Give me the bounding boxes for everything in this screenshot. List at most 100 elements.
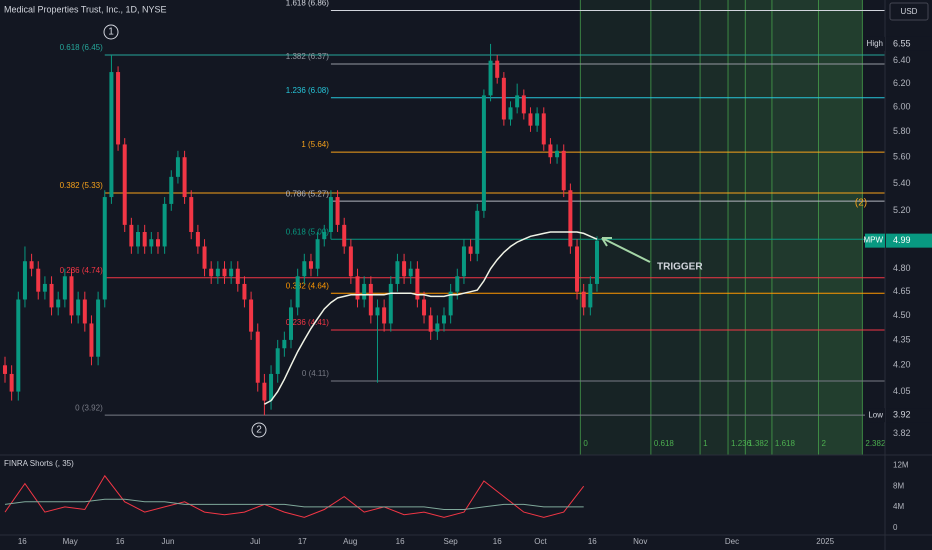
candle-body [355, 276, 360, 300]
shorts-line [4, 498, 584, 510]
y-tick-label: 4.20 [893, 360, 911, 370]
candle-body [581, 291, 586, 308]
chart-title: Medical Properties Trust, Inc., 1D, NYSE [4, 4, 167, 14]
time-fib-label: 2 [821, 439, 826, 448]
y-tick-label: 4.35 [893, 334, 911, 344]
candle-body [229, 268, 234, 277]
y-tick-label: 5.60 [893, 152, 911, 162]
candle-body [56, 299, 61, 308]
candle-body [335, 197, 340, 225]
candle-body [89, 323, 94, 357]
y-tick-label: 4.65 [893, 286, 911, 296]
time-fib-label: 0.618 [654, 439, 675, 448]
candle-body [209, 268, 214, 277]
candle-body [555, 150, 560, 158]
candle-body [435, 323, 440, 332]
price-tag-name: Low [868, 410, 883, 419]
candle-body [488, 60, 493, 96]
candle-body [368, 283, 373, 316]
candle-body [76, 299, 81, 316]
candle-body [448, 291, 453, 316]
candle-body [136, 231, 141, 247]
x-tick-label: 2025 [816, 537, 834, 546]
candle-body [428, 315, 433, 332]
candle-body [461, 246, 466, 277]
wave-label: 1 [108, 27, 114, 38]
candle-body [182, 157, 187, 198]
candle-body [495, 60, 500, 78]
x-tick-label: Jun [162, 537, 175, 546]
candle-body [9, 373, 14, 392]
x-tick-label: Aug [343, 537, 357, 546]
candle-body [388, 283, 393, 324]
price-tag-name: High [867, 39, 883, 48]
candle-body [116, 72, 121, 145]
candle-body [441, 315, 446, 324]
candle-body [302, 261, 307, 277]
candle-body [162, 203, 167, 247]
trigger-arrow [601, 237, 651, 263]
candle-body [594, 240, 599, 284]
candle-body [249, 299, 254, 332]
candle-body [375, 307, 380, 316]
time-fib-label: 1.618 [775, 439, 796, 448]
x-tick-label: Sep [444, 537, 459, 546]
indicator-tick-label: 0 [893, 523, 898, 532]
candle-body [149, 239, 154, 247]
candle-body [255, 331, 260, 383]
fib-label: 0.786 (5.27) [286, 189, 329, 198]
candle-body [322, 231, 327, 240]
candle-body [362, 283, 367, 300]
candle-body [155, 239, 160, 247]
x-tick-label: Nov [633, 537, 647, 546]
candle-body [588, 283, 593, 308]
candle-body [49, 283, 54, 308]
x-tick-label: Jul [250, 537, 260, 546]
currency: USD [901, 7, 918, 16]
candle-body [508, 107, 513, 120]
candle-body [289, 307, 294, 340]
candle-body [42, 283, 47, 292]
time-fib-label: 0 [583, 439, 588, 448]
candle-body [535, 113, 540, 126]
indicator-tick-label: 12M [893, 460, 909, 469]
fib-label: 1 (5.64) [301, 140, 329, 149]
x-tick-label: Oct [534, 537, 547, 546]
candle-body [481, 95, 486, 211]
fib-label: 0 (3.92) [75, 403, 103, 412]
wave-marker [251, 422, 267, 438]
candle-body [169, 176, 174, 204]
candle-body [295, 276, 300, 308]
time-fib-zone [728, 0, 746, 455]
candle-body [262, 382, 267, 401]
price-tag-value: 4.99 [893, 235, 911, 245]
candle-body [315, 239, 320, 269]
candle-body [422, 299, 427, 316]
candle-body [195, 231, 200, 247]
fib-label: 1.382 (6.37) [286, 52, 329, 61]
candle-body [109, 72, 114, 198]
candle-body [62, 276, 67, 300]
candle-body [129, 224, 134, 247]
price-tag-box [886, 233, 932, 248]
price-tag-box [886, 408, 932, 423]
trigger-label: TRIGGER [657, 262, 703, 273]
candle-body [222, 268, 227, 277]
price-tag-value: 3.92 [893, 410, 911, 420]
candle-body [29, 261, 34, 269]
y-tick-label: 6.00 [893, 102, 911, 112]
candle-body [402, 261, 407, 277]
candle-body [548, 144, 553, 158]
time-fib-zone [650, 0, 701, 455]
candle-body [96, 299, 101, 357]
y-tick-label: 3.82 [893, 428, 911, 438]
candle-body [16, 299, 21, 392]
candle-body [69, 276, 74, 316]
candle-body [275, 348, 280, 374]
price-tag-box [886, 36, 932, 51]
moving-average [264, 231, 598, 405]
fib-label: 0.618 (5.00) [286, 227, 329, 236]
